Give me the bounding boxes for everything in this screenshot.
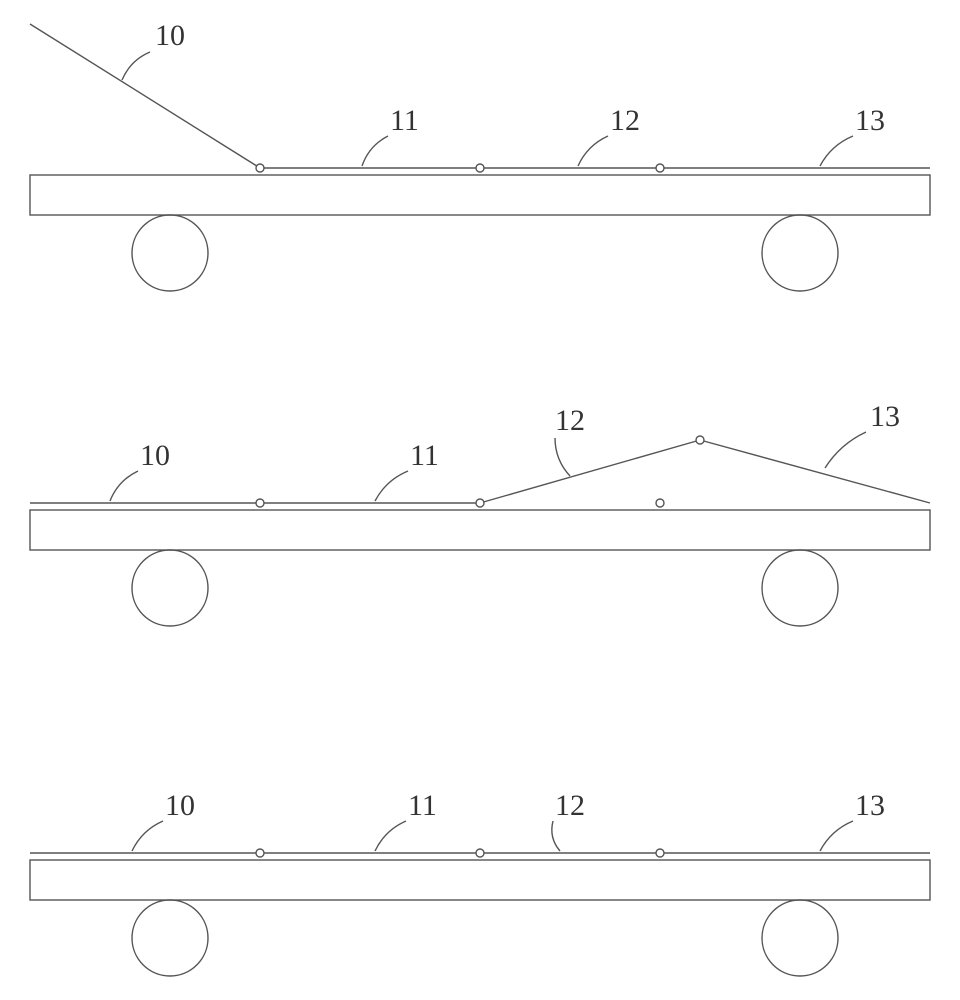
wheel-2 xyxy=(762,550,838,626)
hinge-3 xyxy=(656,164,664,172)
figure-1: 10 11 12 13 xyxy=(30,19,930,291)
leader-13 xyxy=(820,821,853,851)
segment-10 xyxy=(30,24,260,168)
hinge-1 xyxy=(256,164,264,172)
label-12: 12 xyxy=(555,789,585,822)
label-10: 10 xyxy=(165,789,195,822)
label-11: 11 xyxy=(410,439,439,472)
label-10: 10 xyxy=(155,19,185,52)
wheel-2 xyxy=(762,900,838,976)
leader-13 xyxy=(820,136,853,166)
leader-12 xyxy=(578,136,608,166)
segment-12 xyxy=(480,440,700,503)
hinge-2 xyxy=(476,499,484,507)
hinge-apex xyxy=(696,436,704,444)
hinge-2 xyxy=(476,164,484,172)
leader-13 xyxy=(825,432,866,468)
label-12: 12 xyxy=(610,104,640,137)
label-13: 13 xyxy=(855,104,885,137)
leader-11 xyxy=(362,136,388,166)
label-10: 10 xyxy=(140,439,170,472)
figure-2: 10 11 12 13 xyxy=(30,400,930,626)
hinge-3 xyxy=(656,849,664,857)
bed-base xyxy=(30,860,930,900)
bed-base xyxy=(30,175,930,215)
leader-12 xyxy=(552,821,560,851)
leader-12 xyxy=(555,438,570,476)
leader-11 xyxy=(375,821,406,851)
wheel-2 xyxy=(762,215,838,291)
label-11: 11 xyxy=(390,104,419,137)
hinge-1 xyxy=(256,499,264,507)
label-13: 13 xyxy=(870,400,900,433)
label-13: 13 xyxy=(855,789,885,822)
hinge-3 xyxy=(656,499,664,507)
label-12: 12 xyxy=(555,404,585,437)
hinge-1 xyxy=(256,849,264,857)
leader-10 xyxy=(110,471,138,501)
bed-base xyxy=(30,510,930,550)
segment-13 xyxy=(700,440,930,503)
figure-3: 10 11 12 13 xyxy=(30,789,930,976)
wheel-1 xyxy=(132,900,208,976)
label-11: 11 xyxy=(408,789,437,822)
wheel-1 xyxy=(132,550,208,626)
leader-11 xyxy=(375,471,408,501)
diagram-canvas: 10 11 12 13 10 11 12 13 10 11 12 13 xyxy=(0,0,960,1000)
leader-10 xyxy=(132,821,163,851)
hinge-2 xyxy=(476,849,484,857)
wheel-1 xyxy=(132,215,208,291)
leader-10 xyxy=(122,52,150,80)
